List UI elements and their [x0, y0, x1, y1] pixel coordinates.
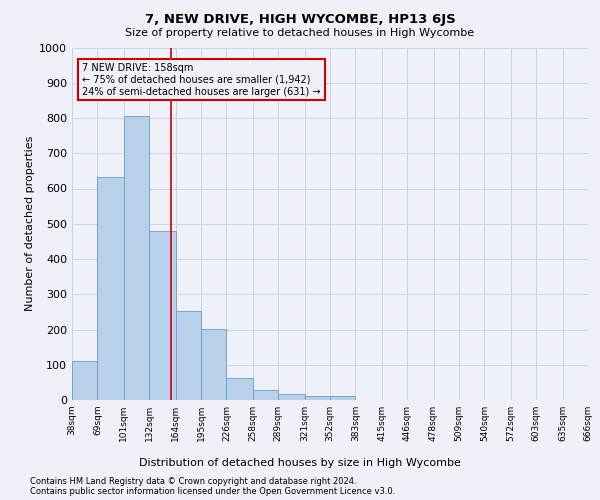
Bar	[226, 378, 253, 400]
Bar	[72, 361, 97, 400]
Bar	[149, 231, 176, 400]
Text: Contains public sector information licensed under the Open Government Licence v3: Contains public sector information licen…	[30, 488, 395, 496]
Text: 7, NEW DRIVE, HIGH WYCOMBE, HP13 6JS: 7, NEW DRIVE, HIGH WYCOMBE, HP13 6JS	[145, 12, 455, 26]
Bar	[330, 396, 355, 400]
Text: Contains HM Land Registry data © Crown copyright and database right 2024.: Contains HM Land Registry data © Crown c…	[30, 478, 356, 486]
Text: Distribution of detached houses by size in High Wycombe: Distribution of detached houses by size …	[139, 458, 461, 468]
Bar	[201, 329, 226, 400]
Bar	[305, 396, 330, 400]
Text: 7 NEW DRIVE: 158sqm
← 75% of detached houses are smaller (1,942)
24% of semi-det: 7 NEW DRIVE: 158sqm ← 75% of detached ho…	[82, 64, 321, 96]
Bar	[253, 390, 278, 400]
Bar	[176, 311, 201, 400]
Bar	[124, 116, 149, 400]
Bar	[278, 394, 305, 400]
Text: Size of property relative to detached houses in High Wycombe: Size of property relative to detached ho…	[125, 28, 475, 38]
Bar	[97, 177, 124, 400]
Y-axis label: Number of detached properties: Number of detached properties	[25, 136, 35, 312]
